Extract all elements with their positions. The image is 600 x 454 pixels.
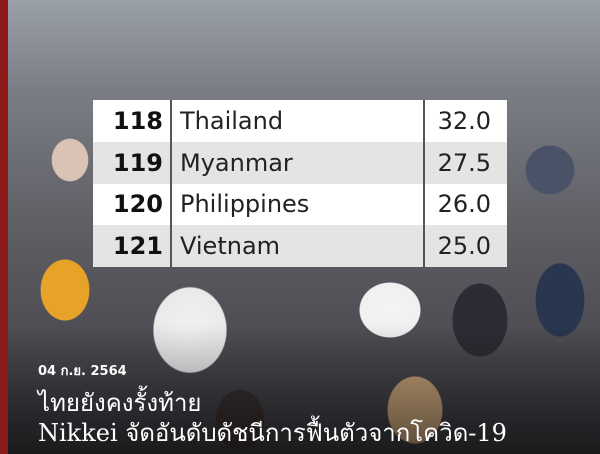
rank-cell: 120 <box>112 190 163 219</box>
rank-cell: 121 <box>112 232 163 261</box>
rank-cell: 119 <box>112 148 163 177</box>
table-row: 121 Vietnam 25.0 <box>93 225 507 267</box>
table-row: 119 Myanmar 27.5 <box>93 141 507 184</box>
headline: ไทยยังคงรั้งท้าย Nikkei จัดอันดับดัชนีกา… <box>38 388 507 448</box>
rank-cell: 118 <box>112 106 163 135</box>
table-row: 120 Philippines 26.0 <box>93 184 507 226</box>
publish-date: 04 ก.ย. 2564 <box>38 364 127 379</box>
score-cell: 32.0 <box>437 106 491 135</box>
table-row: 118 Thailand 32.0 <box>93 100 507 142</box>
country-cell: Philippines <box>180 190 310 219</box>
score-cell: 25.0 <box>437 232 491 261</box>
column-divider <box>423 100 425 267</box>
score-cell: 27.5 <box>437 148 491 177</box>
bottom-gradient-overlay <box>0 324 600 454</box>
score-cell: 26.0 <box>437 190 491 219</box>
country-cell: Thailand <box>180 106 284 135</box>
headline-line-1: ไทยยังคงรั้งท้าย <box>38 389 202 417</box>
accent-bar <box>0 0 8 454</box>
column-divider <box>170 100 172 267</box>
ranking-table: 118 Thailand 32.0 119 Myanmar 27.5 120 P… <box>93 100 507 267</box>
country-cell: Myanmar <box>180 148 293 177</box>
country-cell: Vietnam <box>180 232 281 261</box>
headline-line-2: Nikkei จัดอันดับดัชนีการฟื้นตัวจากโควิด-… <box>38 419 507 447</box>
